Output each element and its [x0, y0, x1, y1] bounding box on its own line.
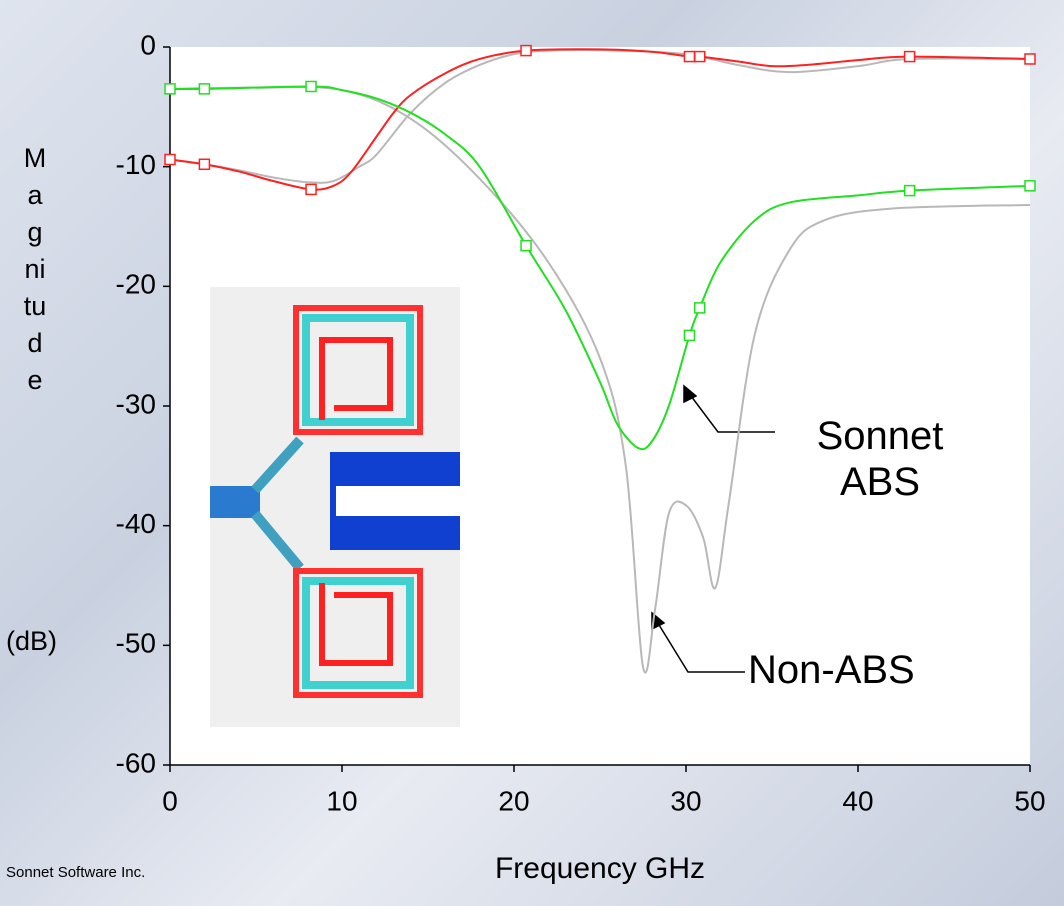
- y-tick-label: -20: [116, 269, 156, 300]
- marker: [521, 46, 531, 56]
- marker: [1025, 181, 1035, 191]
- marker: [1025, 54, 1035, 64]
- x-tick-label: 40: [842, 785, 873, 816]
- marker: [695, 303, 705, 313]
- marker: [165, 154, 175, 164]
- inset-image: [210, 287, 460, 727]
- marker: [905, 186, 915, 196]
- x-axis-label: Frequency GHz: [495, 852, 705, 886]
- y-tick-label: -60: [116, 747, 156, 778]
- y-tick-label: -50: [116, 628, 156, 659]
- y-tick-label: -40: [116, 508, 156, 539]
- marker: [695, 52, 705, 62]
- marker: [199, 159, 209, 169]
- y-tick-label: -10: [116, 149, 156, 180]
- marker: [521, 241, 531, 251]
- y-tick-label: 0: [140, 29, 156, 60]
- credit: Sonnet Software Inc.: [6, 864, 145, 881]
- marker: [905, 52, 915, 62]
- x-tick-label: 20: [498, 785, 529, 816]
- marker: [684, 330, 694, 340]
- annotation: Non-ABS: [748, 648, 915, 693]
- marker: [165, 84, 175, 94]
- marker: [306, 81, 316, 91]
- marker: [306, 184, 316, 194]
- x-tick-label: 10: [326, 785, 357, 816]
- marker: [199, 84, 209, 94]
- annotation: Sonnet ABS: [780, 413, 980, 505]
- y-axis-label: Magnitude: [22, 140, 48, 399]
- x-tick-label: 30: [670, 785, 701, 816]
- page: 0-10-20-30-40-50-6001020304050 Magnitude…: [0, 0, 1064, 906]
- x-tick-label: 0: [162, 785, 178, 816]
- x-tick-label: 50: [1014, 785, 1045, 816]
- y-tick-label: -30: [116, 388, 156, 419]
- y-axis-unit: (dB): [6, 626, 57, 657]
- marker: [684, 52, 694, 62]
